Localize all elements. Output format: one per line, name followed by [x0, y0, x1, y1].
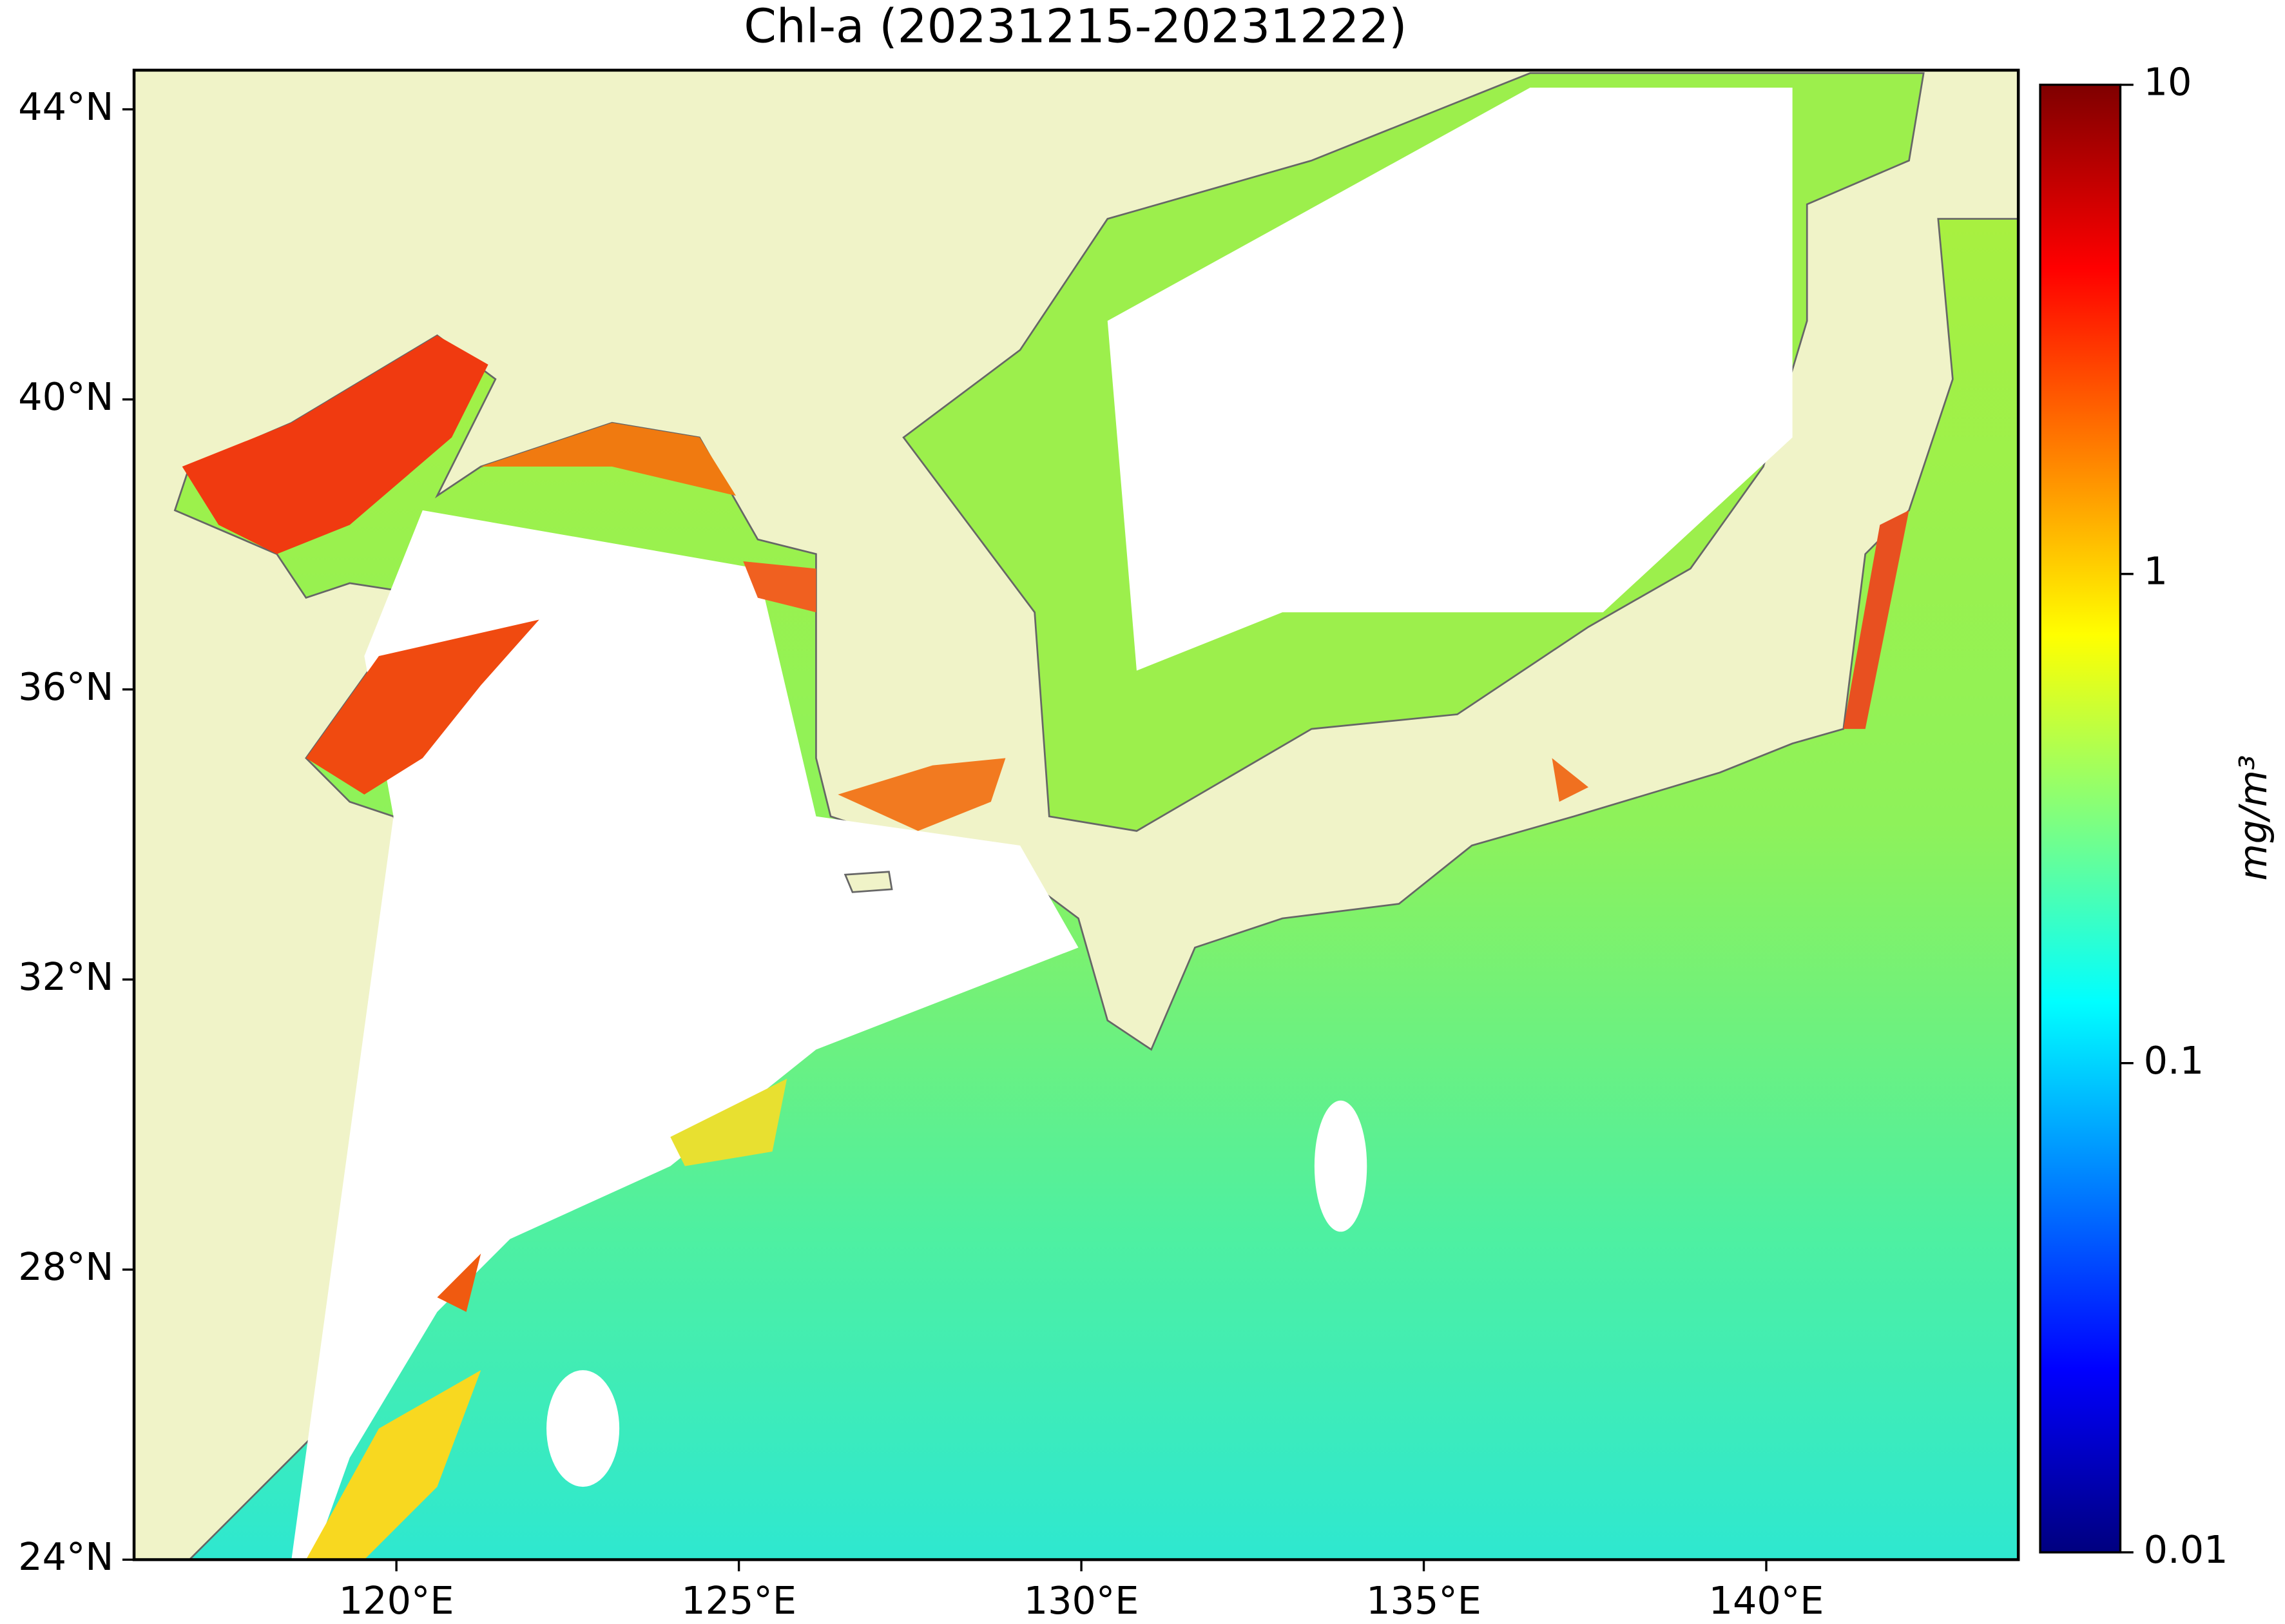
map-frame: [132, 68, 2020, 1561]
y-tick-label: 44°N: [18, 84, 113, 129]
y-tick-label: 24°N: [18, 1534, 113, 1579]
y-tick-label: 28°N: [18, 1244, 113, 1289]
mid-chl: [305, 1370, 481, 1560]
high-chl: [481, 423, 737, 496]
colorbar-label: mg/m³: [2231, 755, 2275, 880]
y-tick-label: 40°N: [18, 374, 113, 419]
colorbar-tick-label: 0.1: [2144, 1038, 2204, 1083]
high-chl: [437, 1253, 481, 1312]
colorbar-tick-label: 10: [2144, 60, 2192, 104]
y-tick-label: 32°N: [18, 954, 113, 999]
high-chl: [1843, 510, 1909, 730]
cloud: [291, 510, 1079, 1560]
colorbar: [2039, 83, 2122, 1554]
high-chl: [1552, 758, 1589, 802]
colorbar-tick-label: 0.01: [2144, 1527, 2228, 1572]
high-chl: [743, 561, 816, 613]
y-tick-label: 36°N: [18, 664, 113, 709]
high-chl: [305, 619, 539, 795]
colorbar-tick-label: 1: [2144, 549, 2168, 594]
high-chl: [838, 758, 1006, 831]
map-layer: [134, 70, 2019, 1560]
mid-chl: [670, 1078, 787, 1166]
x-tick-label: 125°E: [681, 1578, 796, 1623]
high-chl: [182, 335, 488, 554]
cloud: [1107, 88, 1793, 671]
cloud: [546, 1370, 620, 1487]
land-island: [844, 871, 893, 893]
x-tick-label: 140°E: [1709, 1578, 1824, 1623]
x-tick-label: 120°E: [339, 1578, 454, 1623]
cloud: [1314, 1100, 1367, 1232]
chart-title: Chl-a (20231215-20231222): [744, 0, 1407, 54]
x-tick-label: 135°E: [1366, 1578, 1481, 1623]
x-tick-label: 130°E: [1024, 1578, 1139, 1623]
